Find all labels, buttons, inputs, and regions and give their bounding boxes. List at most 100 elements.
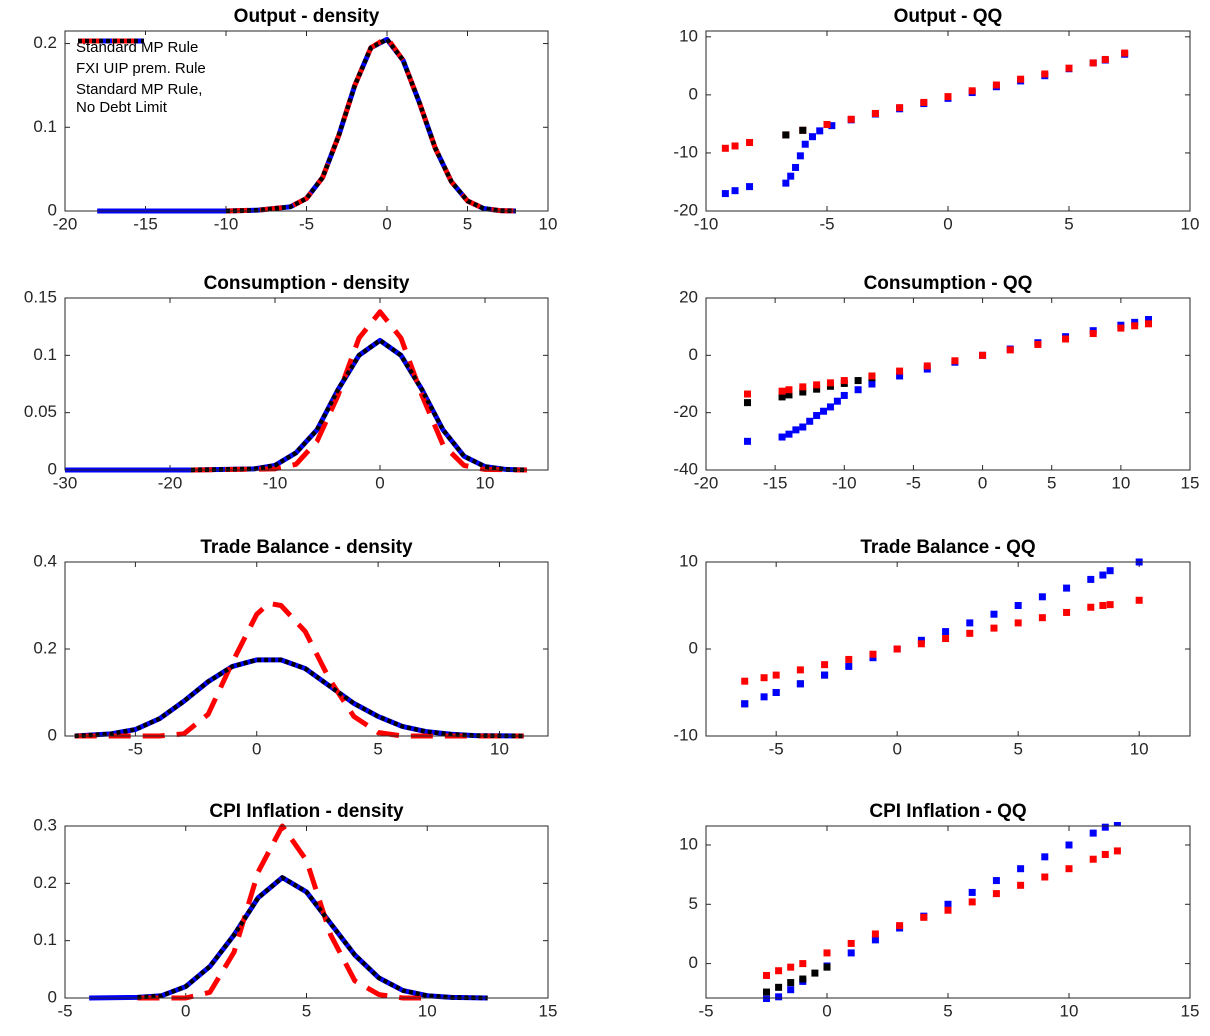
qq-point (826, 379, 834, 387)
x-tick-label: 10 (476, 473, 495, 492)
x-tick-label: 0 (943, 214, 952, 233)
qq-point (968, 888, 976, 896)
axes-box (705, 297, 1191, 471)
qq-point (772, 671, 780, 679)
qq-point (1038, 593, 1046, 601)
y-tick-label: 0.4 (33, 551, 57, 570)
x-tick-label: 5 (373, 739, 382, 758)
qq-point (1063, 584, 1071, 592)
y-tick-label: 10 (679, 551, 698, 570)
qq-point (893, 645, 901, 653)
qq-point (942, 635, 950, 643)
qq-point (1101, 823, 1109, 831)
x-tick-label: 10 (539, 214, 558, 233)
qq-point (785, 386, 793, 394)
qq-point (731, 187, 739, 195)
x-tick-label: 10 (1130, 739, 1149, 758)
qq-point (854, 377, 862, 385)
x-tick-label: 5 (1013, 739, 1022, 758)
x-tick-label: 10 (418, 1001, 437, 1020)
qq-point (775, 967, 783, 975)
qq-point (823, 963, 831, 971)
subplot: Consumption - QQ-20 -15 -10 -5 0 5 10 15-40-200… (673, 273, 1199, 492)
qq-point (785, 430, 793, 438)
data-layer (743, 316, 1153, 445)
qq-point (1121, 49, 1129, 57)
title: Output - QQ (894, 6, 1003, 27)
qq-point (1113, 847, 1121, 855)
qq-point (917, 640, 925, 648)
x-tick-label: 15 (1181, 473, 1200, 492)
y-tick-label: 0.15 (24, 287, 57, 306)
y-tick-label: 0 (689, 84, 698, 103)
x-tick-label: 0 (181, 1001, 190, 1020)
qq-point (731, 142, 739, 150)
qq-point (845, 655, 853, 663)
qq-point (923, 362, 931, 370)
x-tick-label: -30 (53, 473, 78, 492)
qq-point (968, 898, 976, 906)
qq-point (796, 680, 804, 688)
qq-point (826, 403, 834, 411)
qq-point (760, 693, 768, 701)
qq-point (787, 172, 795, 180)
x-tick-label: 0 (375, 473, 384, 492)
qq-point (968, 87, 976, 95)
qq-point (787, 963, 795, 971)
qq-point (944, 93, 952, 101)
qq-point (778, 433, 786, 441)
data-layer (763, 822, 1121, 1002)
qq-point (944, 906, 952, 914)
qq-point (1038, 614, 1046, 622)
qq-point (896, 372, 904, 380)
qq-point (778, 387, 786, 395)
qq-point (799, 975, 807, 983)
plot-area (65, 826, 548, 998)
qq-point (823, 949, 831, 957)
legend-entry: FXI UIP prem. Rule (76, 38, 206, 78)
axes-box (705, 561, 1191, 737)
qq-point (721, 144, 729, 152)
y-tick-label: 0 (689, 345, 698, 364)
qq-point (778, 393, 786, 401)
qq-point (1099, 571, 1107, 579)
x-tick-label: 10 (1111, 473, 1130, 492)
title: Trade Balance - density (200, 537, 413, 558)
axes-box (705, 30, 1191, 212)
qq-point (1065, 865, 1073, 873)
qq-point (813, 381, 821, 389)
y-tick-label: 0.1 (33, 930, 57, 949)
x-tick-label: -5 (769, 739, 784, 758)
qq-point (1017, 865, 1025, 873)
data-layer (741, 558, 1143, 708)
qq-point (1106, 601, 1114, 609)
qq-point (979, 351, 987, 359)
density-line (190, 309, 528, 473)
qq-point (1041, 853, 1049, 861)
qq-point (821, 661, 829, 669)
x-tick-label: 0 (978, 473, 987, 492)
qq-point (1034, 340, 1042, 348)
y-tick-label: 5 (689, 894, 698, 913)
x-tick-label: -10 (694, 214, 719, 233)
qq-point (990, 610, 998, 618)
qq-point (992, 81, 1000, 89)
qq-point (868, 372, 876, 380)
y-tick-label: 0.1 (33, 345, 57, 364)
qq-point (828, 122, 836, 130)
x-tick-label: 15 (1181, 1001, 1200, 1020)
qq-point (869, 650, 877, 658)
density-line (190, 338, 528, 473)
qq-point (823, 120, 831, 128)
y-tick-label: 20 (679, 287, 698, 306)
qq-point (845, 662, 853, 670)
qq-point (1145, 316, 1153, 323)
qq-point (1065, 841, 1073, 849)
qq-point (1065, 64, 1073, 72)
qq-point (801, 140, 809, 148)
x-tick-label: -5 (299, 214, 314, 233)
y-tick-label: 0 (689, 953, 698, 972)
legend: Standard MP Rule FXI UIP prem. Rule Standa… (75, 35, 207, 121)
